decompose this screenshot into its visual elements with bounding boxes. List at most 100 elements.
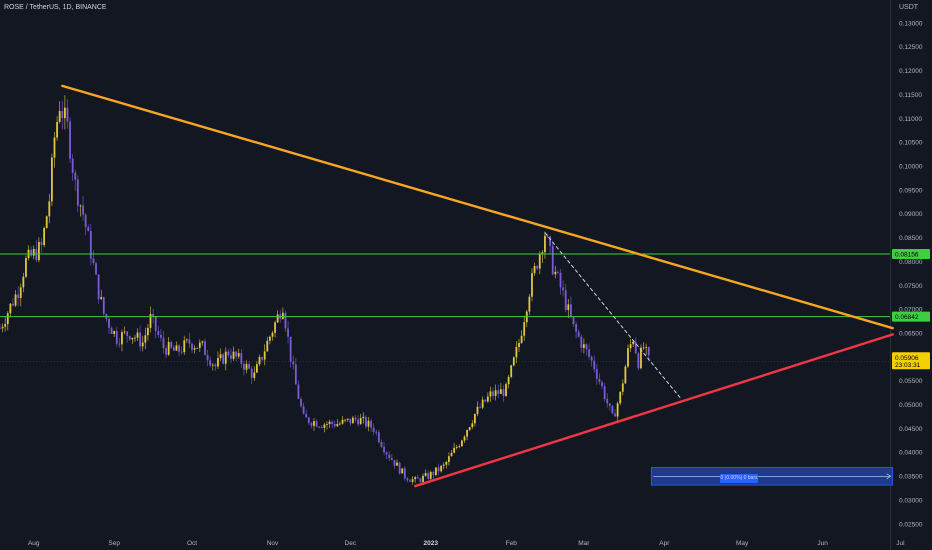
candle-body [142,343,144,347]
candle-body [303,406,305,414]
candle-body [523,322,525,335]
x-tick-label: Nov [267,540,279,547]
candle-body [220,354,222,358]
y-tick-label: 0.03000 [899,497,923,504]
symbol-legend: ROSE / TetherUS, 1D, BINANCE [4,4,107,11]
candle-body [225,352,227,364]
candle-body [580,337,582,348]
candle-body [357,420,359,425]
candle-body [588,349,590,356]
candle-body [536,266,538,269]
candle-body [547,236,549,237]
candle-body [334,424,336,426]
candle-body [108,319,110,328]
y-tick-label: 0.10000 [899,164,923,171]
candle-body [305,414,307,418]
x-tick-label: Feb [506,540,518,547]
candle-body [222,354,224,363]
candle-body [69,121,71,158]
candle-body [178,345,180,351]
candle-body [453,448,455,453]
y-tick-label: 0.10500 [899,140,923,147]
candle-body [290,337,292,362]
x-tick-label: Jun [817,540,828,547]
candle-body [593,361,595,370]
x-tick-label: Mar [578,540,590,547]
candle-body [409,480,411,481]
candle-body [54,137,56,157]
candle-body [599,379,601,382]
candle-body [508,377,510,384]
candle-body [126,332,128,337]
candle-body [2,327,4,329]
candle-body [630,344,632,348]
candle-body [25,258,27,277]
candle-body [38,242,40,260]
candle-body [227,352,229,356]
candle-body [64,108,66,118]
candle-body [181,352,183,353]
candle-body [570,304,572,317]
candle-body [72,159,74,173]
candle-body [85,215,87,227]
candle-body [131,338,133,340]
candle-body [383,447,385,453]
candle-body [121,332,123,344]
x-tick-label: Apr [659,540,670,547]
candle-body [139,333,141,347]
candle-body [298,385,300,399]
candle-body [438,467,440,471]
y-tick-label: 0.11000 [899,116,922,123]
candle-body [399,463,401,474]
candle-body [259,357,261,364]
candle-body [67,108,69,122]
candle-body [381,442,383,447]
candle-body [648,347,650,355]
candle-body [560,273,562,288]
candle-body [344,420,346,421]
candle-body [15,294,17,305]
resistance-trendline [62,86,892,328]
level-price-label: 0.08156 [895,251,919,258]
y-tick-label: 0.12000 [899,68,923,75]
candle-body [619,392,621,403]
candle-body [404,468,406,478]
candle-body [194,348,196,350]
candle-body [370,421,372,428]
candle-body [33,249,35,256]
candle-body [74,173,76,180]
candle-body [183,340,185,352]
candle-body [256,364,258,372]
candle-body [464,437,466,441]
candle-body [583,344,585,348]
candle-body [554,272,556,274]
candle-body [118,344,120,345]
candle-body [412,479,414,482]
candle-body [41,242,43,245]
y-tick-label: 0.06500 [899,330,923,337]
candle-body [51,158,53,202]
candle-body [339,424,341,425]
candle-body [645,347,647,348]
candle-body [22,277,24,288]
candle-body [614,414,616,417]
x-tick-label: May [736,540,749,547]
candle-body [557,272,559,273]
candle-body [362,417,364,418]
candle-body [425,473,427,476]
candle-body [316,421,318,427]
candle-body [170,342,172,348]
candle-body [342,420,344,424]
level-price-label: 0.06842 [895,314,919,321]
candle-body [500,389,502,394]
x-tick-label: Oct [187,540,197,547]
candle-body [266,341,268,352]
x-tick-label: Sep [108,540,120,547]
candle-body [604,386,606,399]
candle-body [469,427,471,430]
candle-body [451,453,453,456]
candle-body [391,458,393,460]
candle-body [311,423,313,426]
candle-body [490,391,492,396]
